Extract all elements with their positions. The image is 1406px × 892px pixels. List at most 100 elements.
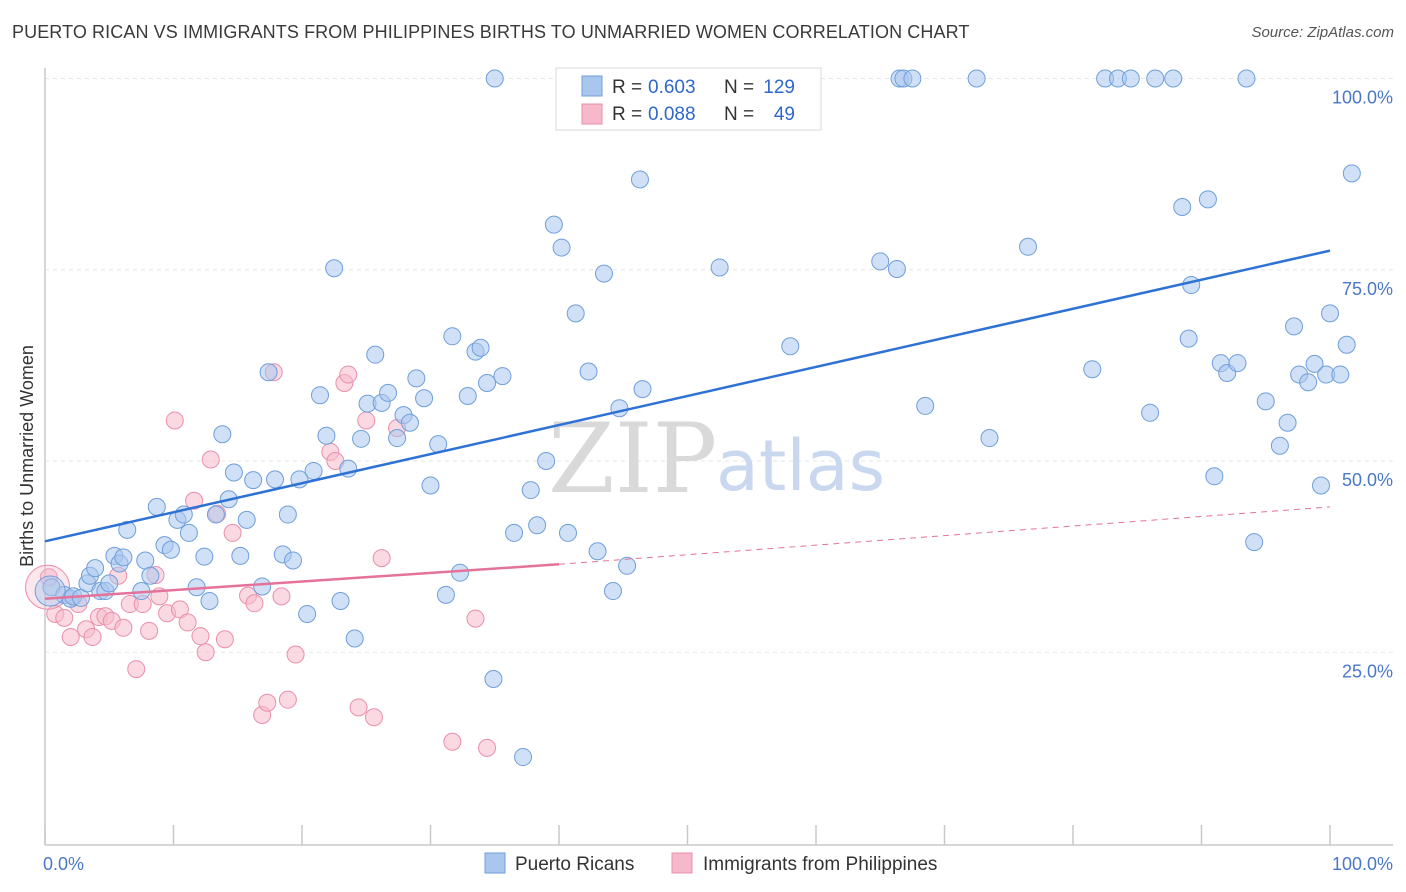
- puerto-rican-point: [1245, 533, 1264, 552]
- bottom-legend: Puerto Ricans Immigrants from Philippine…: [484, 852, 937, 875]
- puerto-rican-point: [1179, 329, 1198, 348]
- puerto-rican-point: [1205, 467, 1224, 486]
- axes: [44, 68, 1393, 846]
- bottom-legend-swatch-blue: [484, 852, 506, 874]
- puerto-rican-point: [579, 362, 598, 381]
- puerto-rican-point: [1305, 354, 1324, 373]
- legend-n-label-2: N =: [724, 104, 754, 125]
- puerto-rican-point: [266, 470, 285, 489]
- philippines-point: [196, 643, 215, 662]
- puerto-rican-point: [1285, 317, 1304, 336]
- philippines-point: [357, 411, 376, 430]
- series-puerto-ricans-points: [34, 69, 1361, 767]
- puerto-rican-point: [1173, 198, 1192, 217]
- puerto-rican-point: [1321, 304, 1339, 323]
- puerto-rican-point: [1146, 69, 1165, 88]
- puerto-rican-point: [458, 386, 477, 405]
- puerto-rican-point: [224, 463, 243, 482]
- puerto-rican-point: [514, 748, 533, 767]
- philippines-point: [466, 609, 485, 628]
- puerto-rican-point: [1299, 373, 1318, 392]
- trend-lines: [44, 249, 1331, 600]
- puerto-rican-point: [1237, 69, 1256, 88]
- puerto-rican-point: [1337, 335, 1356, 354]
- puerto-rican-point: [298, 605, 317, 623]
- puerto-rican-point: [34, 575, 66, 607]
- puerto-rican-point: [443, 327, 462, 346]
- watermark-atlas: atlas: [716, 425, 885, 507]
- philippines-point: [185, 491, 204, 510]
- puerto-rican-point: [206, 505, 225, 524]
- puerto-rican-point: [407, 369, 426, 388]
- puerto-rican-point: [421, 476, 440, 495]
- y-axis-label: Births to Unmarried Women: [17, 345, 37, 567]
- y-tick-label: 75.0%: [1342, 279, 1393, 299]
- puerto-rican-point: [141, 566, 160, 585]
- puerto-rican-point: [781, 337, 800, 356]
- puerto-rican-point: [471, 338, 490, 357]
- puerto-rican-point: [100, 574, 119, 593]
- philippines-point: [114, 618, 133, 637]
- puerto-rican-point: [415, 389, 434, 408]
- puerto-rican-point: [161, 540, 180, 559]
- puerto-rican-point: [1312, 476, 1331, 495]
- puerto-rican-point: [451, 563, 470, 582]
- puerto-rican-point: [493, 367, 512, 386]
- puerto-rican-point: [231, 546, 250, 565]
- puerto-rican-point: [436, 585, 455, 604]
- puerto-rican-point: [147, 497, 166, 516]
- puerto-rican-point: [278, 505, 297, 524]
- trend-line-philippines: [44, 563, 560, 600]
- bottom-legend-label-philippines: Immigrants from Philippines: [703, 854, 937, 875]
- puerto-rican-point: [521, 481, 540, 500]
- puerto-rican-point: [603, 582, 622, 601]
- puerto-rican-point: [594, 264, 613, 283]
- trend-line-philippines-extension: [558, 506, 1331, 565]
- puerto-rican-point: [379, 383, 398, 402]
- philippines-point: [223, 523, 242, 542]
- philippines-point: [191, 627, 210, 646]
- puerto-rican-point: [967, 69, 986, 88]
- puerto-rican-point: [331, 591, 350, 610]
- puerto-rican-point: [588, 542, 607, 561]
- y-tick-label: 50.0%: [1342, 470, 1393, 490]
- y-tick-label: 25.0%: [1342, 661, 1393, 681]
- puerto-rican-point: [200, 591, 219, 610]
- legend-n-value-2: 49: [774, 104, 795, 125]
- philippines-point: [286, 645, 305, 664]
- legend-r-label-1: R =: [612, 77, 642, 98]
- puerto-rican-point: [871, 252, 890, 271]
- puerto-rican-point: [284, 551, 303, 570]
- puerto-rican-point: [484, 670, 503, 689]
- puerto-rican-point: [179, 523, 198, 542]
- philippines-point: [272, 587, 291, 606]
- puerto-rican-point: [1141, 403, 1160, 422]
- philippines-point: [364, 708, 383, 727]
- legend-swatch-pink: [581, 103, 603, 125]
- puerto-rican-point: [552, 238, 571, 257]
- puerto-rican-point: [304, 461, 323, 480]
- legend-n-label-1: N =: [724, 77, 754, 98]
- chart-title: PUERTO RICAN VS IMMIGRANTS FROM PHILIPPI…: [12, 22, 970, 42]
- puerto-rican-point: [352, 429, 371, 448]
- puerto-rican-point: [1342, 164, 1361, 183]
- puerto-rican-point: [528, 516, 547, 535]
- puerto-rican-point: [388, 429, 407, 448]
- philippines-point: [258, 693, 277, 712]
- puerto-rican-point: [213, 425, 232, 444]
- y-tick-label: 100.0%: [1332, 88, 1393, 108]
- philippines-point: [245, 594, 264, 613]
- y-tick-labels: 25.0% 50.0% 75.0% 100.0%: [1332, 88, 1393, 682]
- puerto-rican-point: [1121, 69, 1140, 88]
- puerto-rican-point: [544, 215, 563, 234]
- philippines-point: [443, 732, 462, 751]
- puerto-rican-point: [253, 577, 272, 596]
- bottom-legend-swatch-pink: [671, 852, 693, 874]
- puerto-rican-point: [317, 426, 336, 445]
- puerto-rican-point: [1182, 276, 1201, 295]
- philippines-point: [178, 613, 197, 632]
- legend-swatch-blue: [581, 75, 603, 97]
- puerto-rican-point: [903, 69, 922, 88]
- puerto-rican-point: [710, 258, 729, 277]
